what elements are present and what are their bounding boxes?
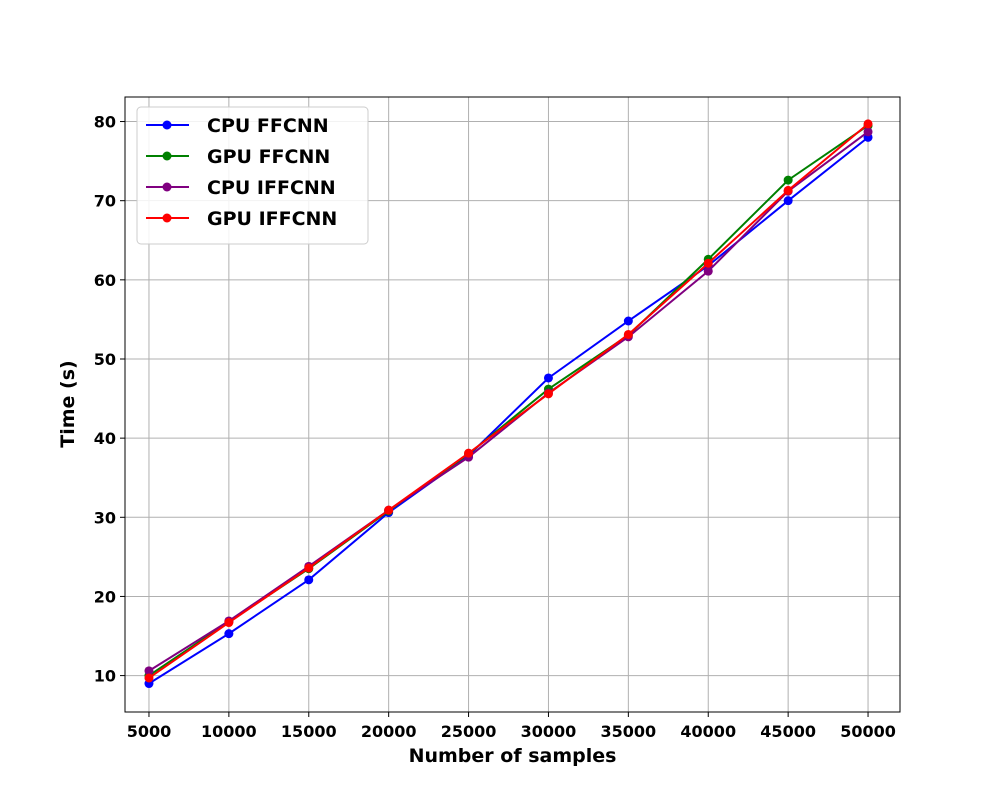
data-point-cpu-ffcnn [623, 316, 633, 326]
axis-ticks: 5000 10000 15000 20000 25000 30000 35000 40000 4… [94, 113, 896, 741]
x-tick-label: 30000 [521, 722, 577, 741]
y-tick-label: 40 [94, 429, 116, 448]
grid [125, 97, 900, 712]
y-tick-label: 20 [94, 587, 116, 606]
legend-label: CPU FFCNN [207, 115, 329, 137]
legend-swatch-marker [162, 182, 172, 192]
legend-swatch-marker [162, 213, 172, 223]
data-point-gpu-iffcnn [863, 119, 873, 129]
data-point-cpu-ffcnn [304, 575, 314, 585]
legend-item-cpu-iffcnn: CPU IFFCNN [146, 177, 336, 199]
y-tick-label: 50 [94, 350, 116, 369]
data-point-cpu-iffcnn [863, 127, 873, 137]
legend-label: GPU IFFCNN [207, 208, 337, 230]
x-axis-label: Number of samples [409, 745, 617, 767]
x-tick-label: 10000 [201, 722, 257, 741]
legend-item-gpu-iffcnn: GPU IFFCNN [146, 208, 337, 230]
legend-swatch-marker [162, 120, 172, 130]
data-point-gpu-iffcnn [384, 505, 394, 515]
data-point-cpu-ffcnn [543, 373, 553, 383]
plot-frame [124, 96, 901, 713]
y-tick-label: 60 [94, 271, 116, 290]
y-tick-label: 30 [94, 508, 116, 527]
legend-item-gpu-ffcnn: GPU FFCNN [146, 146, 330, 168]
data-point-gpu-iffcnn [703, 258, 713, 268]
y-tick-label: 80 [94, 113, 116, 132]
data-point-gpu-ffcnn [783, 175, 793, 185]
x-tick-label: 15000 [281, 722, 337, 741]
series-line-gpu-iffcnn [148, 123, 869, 679]
data-point-gpu-iffcnn [464, 448, 474, 458]
legend-swatch-marker [162, 151, 172, 161]
x-tick-label: 40000 [680, 722, 736, 741]
data-point-gpu-iffcnn [783, 185, 793, 195]
y-axis-label: Time (s) [57, 360, 79, 447]
data-point-gpu-iffcnn [224, 618, 234, 628]
x-tick-label: 20000 [361, 722, 417, 741]
legend: CPU FFCNN GPU FFCNN CPU IFFCNN GPU IFFCNN [136, 106, 369, 245]
data-point-gpu-iffcnn [144, 673, 154, 683]
x-tick-label: 25000 [441, 722, 497, 741]
series-gpu-iffcnn [144, 119, 873, 683]
data-point-gpu-iffcnn [304, 563, 314, 573]
data-point-cpu-iffcnn [144, 666, 154, 676]
data-point-cpu-iffcnn [703, 266, 713, 276]
legend-label: GPU FFCNN [207, 146, 330, 168]
x-tick-label: 35000 [601, 722, 657, 741]
series-line-cpu-iffcnn [148, 131, 869, 672]
legend-box [136, 106, 369, 245]
x-tick-label: 5000 [127, 722, 172, 741]
legend-item-cpu-ffcnn: CPU FFCNN [146, 115, 329, 137]
x-tick-label: 45000 [760, 722, 816, 741]
y-tick-label: 10 [94, 667, 116, 686]
data-point-gpu-iffcnn [543, 389, 553, 399]
data-point-gpu-iffcnn [623, 329, 633, 339]
data-point-cpu-ffcnn [783, 196, 793, 206]
data-point-cpu-ffcnn [224, 629, 234, 639]
legend-label: CPU IFFCNN [207, 177, 336, 199]
series-line-cpu-ffcnn [148, 136, 869, 685]
series-layer [144, 119, 873, 689]
x-tick-label: 50000 [840, 722, 896, 741]
y-tick-label: 70 [94, 192, 116, 211]
